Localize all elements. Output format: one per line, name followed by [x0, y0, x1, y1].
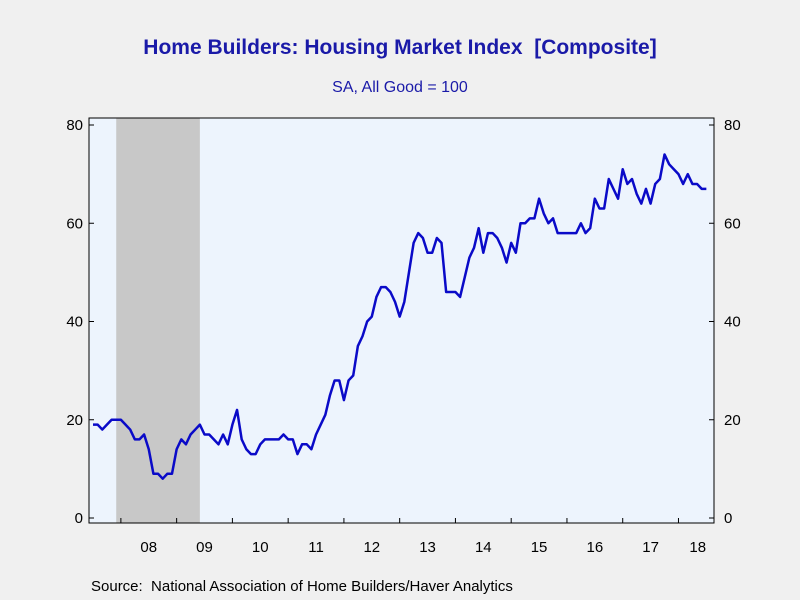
axis-layer: 0 0 20 20 40 40 60 60 80 80 08 09 10 11 12 13 14 15 16 17 18	[66, 117, 740, 556]
y-tick-label-right: 40	[724, 314, 741, 331]
plot-frame	[88, 117, 715, 524]
x-tick-label: 09	[196, 539, 213, 556]
y-tick-label-left: 80	[66, 117, 83, 134]
x-tick-label: 10	[252, 539, 269, 556]
x-tick-label: 14	[475, 539, 492, 556]
x-tick-label: 18	[689, 539, 706, 556]
chart-subtitle: SA, All Good = 100	[332, 79, 468, 96]
x-tick-label: 12	[363, 539, 380, 556]
x-tick-label: 13	[419, 539, 436, 556]
series-line-0	[93, 153, 707, 480]
chart-title: Home Builders: Housing Market Index [Com…	[143, 36, 657, 59]
y-tick-label-right: 60	[724, 215, 741, 232]
y-tick-label-right: 80	[724, 117, 741, 134]
recession-shading-0	[116, 118, 200, 523]
x-tick-label: 11	[308, 539, 324, 556]
y-tick-label-right: 0	[724, 510, 732, 527]
x-tick-label: 17	[642, 539, 659, 556]
x-tick-label: 15	[531, 539, 548, 556]
x-tick-label: 08	[140, 539, 157, 556]
shading-layer	[116, 118, 200, 523]
y-tick-label-left: 60	[66, 215, 83, 232]
y-tick-label-left: 0	[75, 510, 83, 527]
y-tick-label-left: 40	[66, 314, 83, 331]
x-tick-label: 16	[586, 539, 603, 556]
y-tick-label-left: 20	[66, 412, 83, 429]
source-note: Source: National Association of Home Bui…	[91, 578, 513, 595]
y-tick-label-right: 20	[724, 412, 741, 429]
series-layer	[93, 153, 707, 480]
